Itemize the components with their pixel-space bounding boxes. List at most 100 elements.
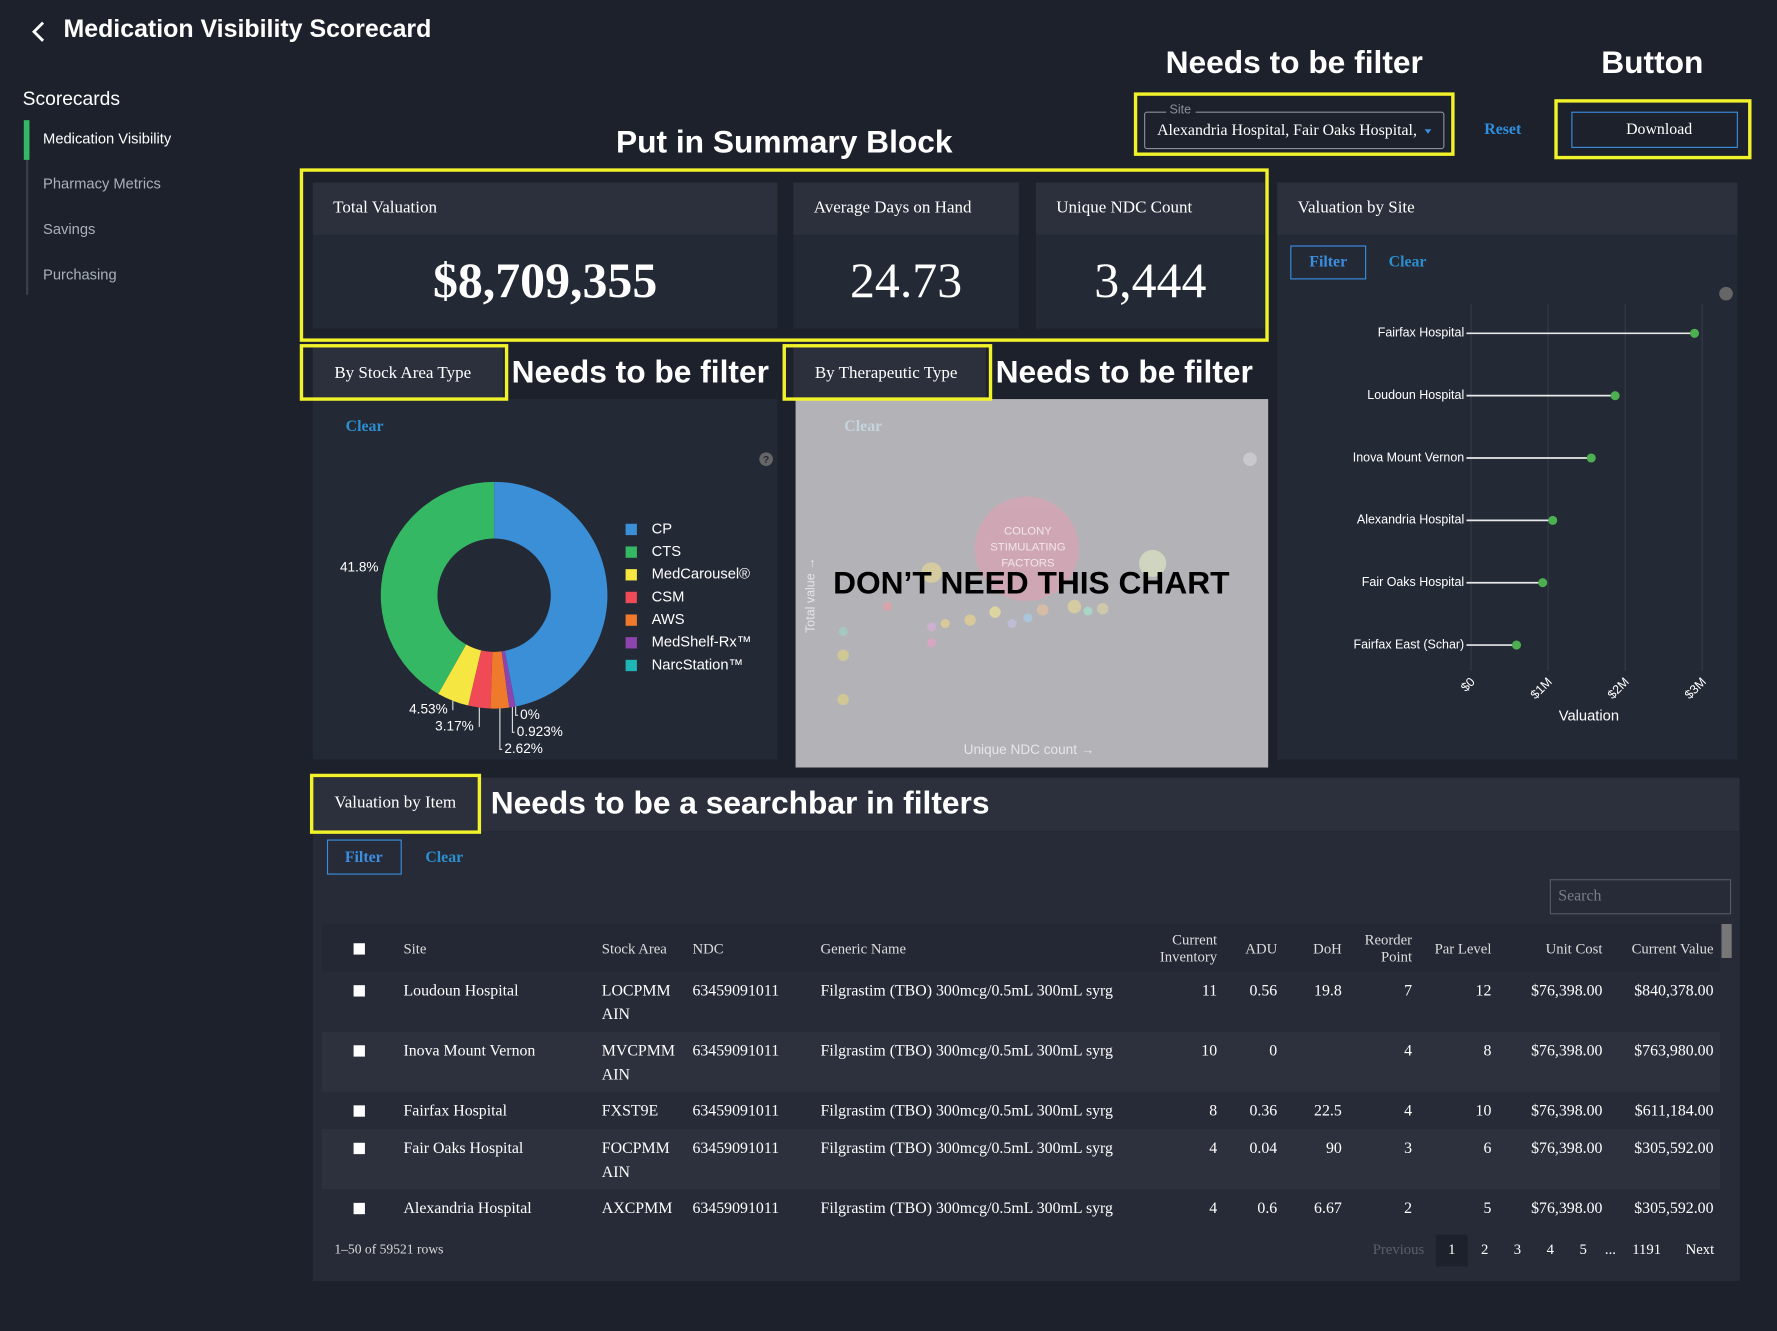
help-icon[interactable] [759, 452, 773, 466]
legend-label: CP [652, 521, 673, 537]
data-label: 4.53% [409, 701, 448, 716]
reset-button[interactable]: Reset [1484, 121, 1522, 138]
cell: 4 [1209, 1200, 1218, 1218]
annotation-box [299, 344, 509, 401]
x-axis-title: Valuation [1559, 708, 1619, 724]
page-link[interactable]: Previous [1373, 1242, 1425, 1258]
cell: 63459091011 [692, 1103, 780, 1121]
cell: $840,378.00 [1634, 982, 1714, 1000]
clear-button[interactable]: Clear [1389, 254, 1427, 271]
kpi-header [312, 182, 778, 235]
page-link[interactable]: Next [1686, 1242, 1715, 1258]
annotation-box [299, 168, 1269, 342]
legend-swatch [625, 546, 637, 558]
legend-label: MedCarousel® [652, 567, 751, 583]
header-cell [321, 923, 397, 972]
annotation-box [1133, 92, 1455, 156]
table-head: Site Stock Area NDC Generic Name Current Inv… [321, 923, 1721, 972]
download-button[interactable] [1571, 111, 1738, 148]
download-label: Download [1626, 121, 1692, 138]
help-icon [1243, 452, 1257, 466]
page-link[interactable]: 5 [1580, 1242, 1587, 1258]
checkbox[interactable] [353, 1202, 365, 1215]
kpi-header [1035, 182, 1265, 235]
bubble [837, 649, 849, 661]
cell [321, 1129, 397, 1190]
header-cell: NDC [685, 923, 814, 972]
page-link[interactable]: 3 [1514, 1242, 1521, 1258]
caret [1424, 129, 1432, 134]
table-row: Fair Oaks Hospital FOCPMMAIN 63459091011 Fi… [321, 1129, 1721, 1190]
bubble [921, 562, 942, 583]
checkbox[interactable] [353, 1105, 365, 1117]
header-cell: Current Value [1609, 923, 1721, 972]
current-page [1435, 1234, 1468, 1267]
category-label: Fair Oaks Hospital [1362, 575, 1464, 589]
header-cell: Reorder Point [1348, 923, 1419, 972]
panel-tab [312, 345, 504, 400]
filter-button[interactable] [1290, 245, 1367, 280]
annotation: Needs to be filter [996, 353, 1253, 389]
header-cell: Current Inventory [1133, 923, 1224, 972]
category-label: Alexandria Hospital [1357, 513, 1464, 527]
site-label: Site [1170, 102, 1192, 116]
legend-label: CSM [652, 589, 685, 605]
cell: FXST9E [601, 1103, 659, 1121]
bubble [927, 622, 937, 632]
page-link[interactable]: 4 [1547, 1242, 1555, 1258]
checkbox[interactable] [353, 985, 365, 997]
row-count: 1–50 of 59521 rows [334, 1242, 443, 1257]
kpi-header [793, 182, 1019, 235]
cell: $611,184.00 [1634, 1103, 1714, 1121]
site-select[interactable] [1144, 111, 1445, 150]
bubble [1138, 549, 1167, 578]
bubble [838, 626, 848, 637]
cell: Filgrastim (TBO) 300mcg/0.5mL 300mL syrg [820, 1200, 1113, 1218]
filter-label: Filter [1309, 254, 1347, 271]
back-icon[interactable] [31, 21, 45, 42]
cell: 4 [1133, 1129, 1224, 1190]
page-link[interactable]: 1 [1448, 1242, 1455, 1258]
nav-item[interactable]: Medication Visibility [43, 131, 172, 147]
cell: Loudoun Hospital [403, 982, 519, 1000]
page-link[interactable]: 2 [1481, 1242, 1488, 1258]
cell: Filgrastim (TBO) 300mcg/0.5mL 300mL syrg [813, 1031, 1134, 1092]
cell: 10 [1475, 1103, 1492, 1121]
page-link[interactable]: 1191 [1632, 1242, 1661, 1258]
legend-label: MedShelf-Rx™ [652, 635, 752, 651]
donut-slice [494, 481, 608, 707]
leader-line [515, 706, 518, 716]
cell: Fair Oaks Hospital [396, 1129, 595, 1190]
donut-slice [490, 651, 510, 709]
cell: 63459091011 [685, 1129, 814, 1190]
scrollbar[interactable] [1721, 923, 1732, 958]
checkbox[interactable] [353, 1142, 365, 1155]
legend-label: NarcStation™ [652, 657, 744, 673]
cell: Inova Mount Vernon [396, 1031, 595, 1092]
active-indicator [23, 120, 30, 160]
cell: Filgrastim (TBO) 300mcg/0.5mL 300mL syrg [820, 1103, 1113, 1121]
cell: 0.56 [1249, 982, 1278, 1000]
clear-button[interactable]: Clear [346, 418, 384, 435]
search-box[interactable] [1549, 879, 1732, 915]
filter-button[interactable] [326, 839, 402, 875]
cell: $76,398.00 [1531, 982, 1603, 1000]
cell: $305,592.00 [1609, 1129, 1721, 1190]
cell: 11 [1201, 982, 1218, 1000]
clear-button[interactable]: Clear [425, 849, 463, 866]
legend-swatch [625, 659, 637, 672]
help-icon[interactable] [1719, 286, 1733, 301]
cell: 12 [1475, 982, 1492, 1000]
cell: Alexandria Hospital [403, 1200, 532, 1218]
nav-item[interactable]: Pharmacy Metrics [43, 177, 161, 193]
nav-item[interactable]: Purchasing [43, 267, 117, 283]
cell: 6.67 [1314, 1200, 1342, 1218]
checkbox[interactable] [353, 1045, 365, 1057]
cell: 0 [1223, 1031, 1285, 1092]
cell: 0.04 [1223, 1129, 1285, 1190]
checkbox[interactable] [353, 943, 365, 955]
page-link[interactable]: ... [1605, 1242, 1616, 1258]
data-label: 0% [520, 707, 540, 722]
nav-item[interactable]: Savings [43, 222, 95, 238]
cell [1284, 1031, 1349, 1092]
